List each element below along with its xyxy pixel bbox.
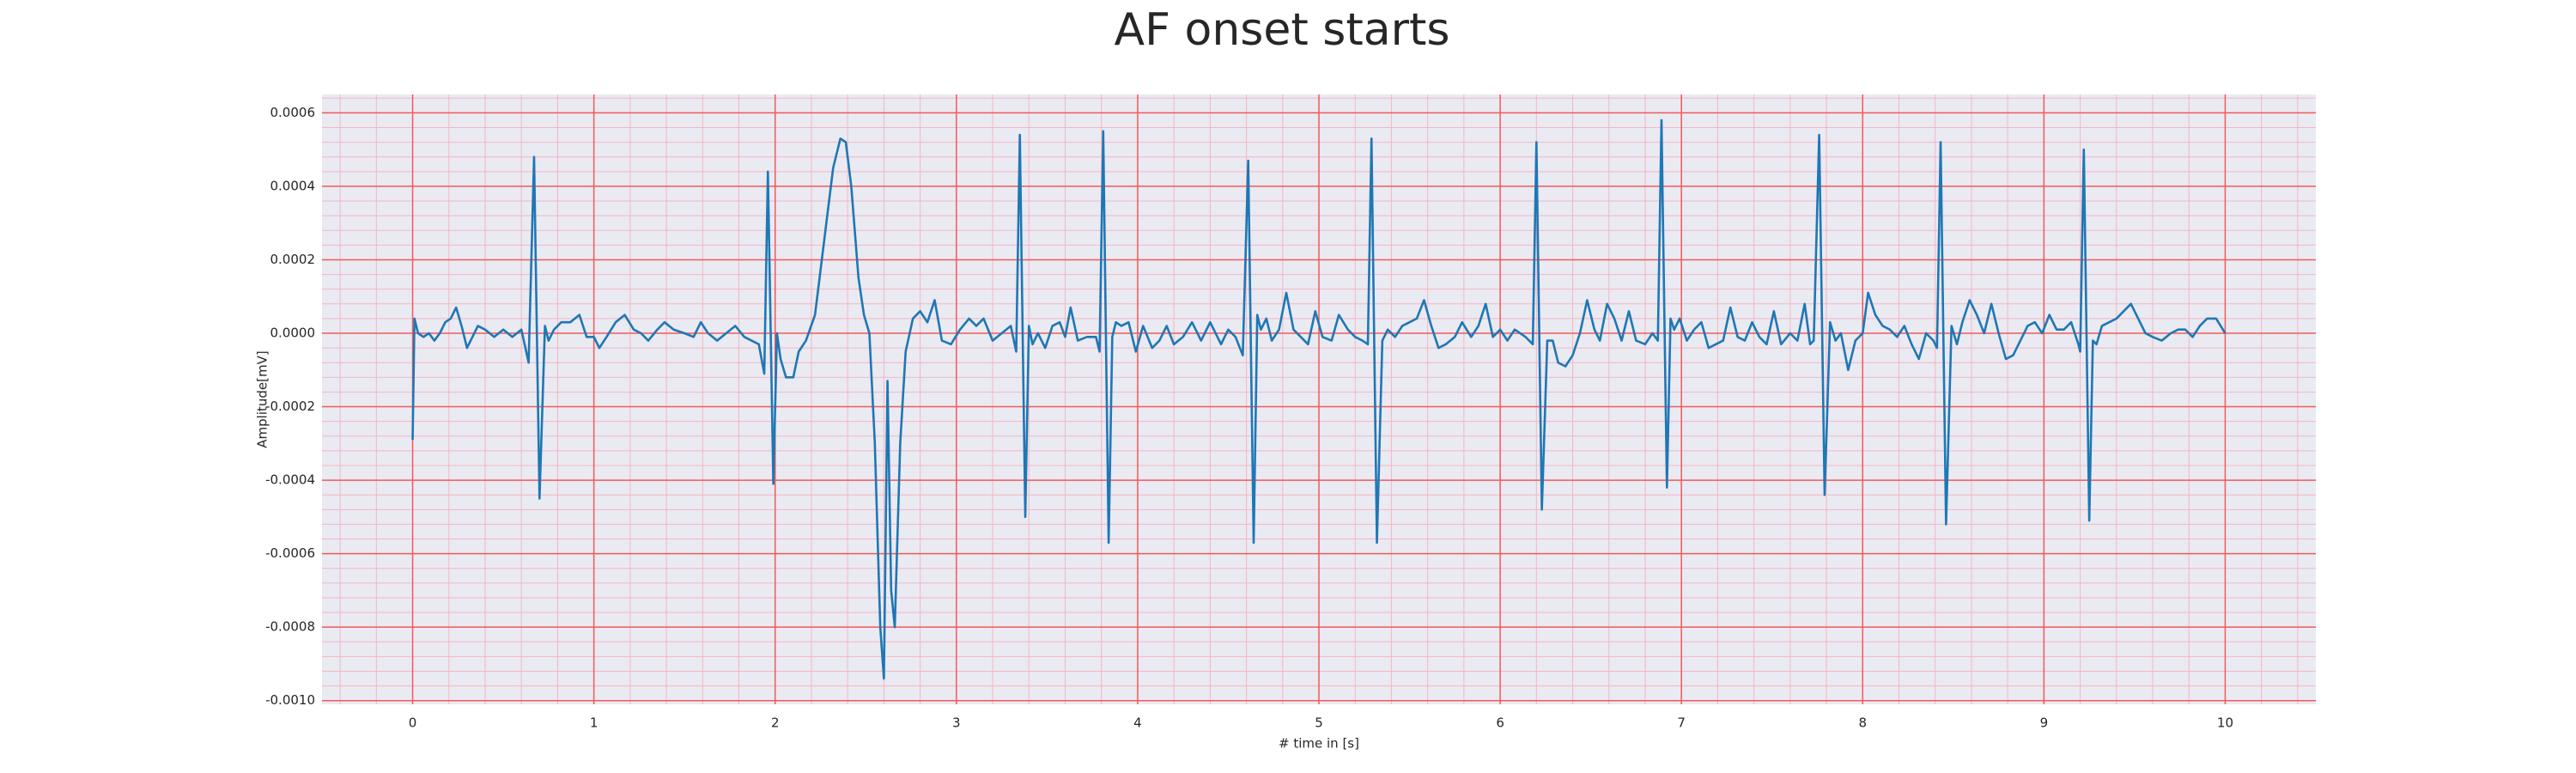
x-tick-label: 6	[1496, 715, 1504, 731]
signal-line	[411, 119, 2227, 680]
x-tick-label: 5	[1315, 715, 1323, 731]
chart-title: AF onset starts	[1115, 4, 1450, 56]
x-tick-label: 1	[590, 715, 598, 731]
x-tick-label: 10	[2217, 715, 2233, 731]
x-tick-label: 9	[2040, 715, 2049, 731]
x-tick-label: 2	[771, 715, 780, 731]
x-axis-label: # time in [s]	[1279, 736, 1359, 752]
y-axis-label: Amplitude[mV]	[255, 350, 270, 447]
x-tick-label: 4	[1133, 715, 1142, 731]
y-tick-label: 0.0000	[270, 326, 316, 341]
y-tick-label: -0.0002	[265, 399, 315, 414]
y-tick-label: -0.0010	[265, 692, 315, 708]
x-tick-label: 0	[409, 715, 417, 731]
x-tick-label: 8	[1858, 715, 1867, 731]
y-tick-label: 0.0004	[270, 178, 316, 193]
y-tick-label: -0.0004	[265, 472, 315, 488]
y-tick-label: 0.0006	[270, 105, 316, 120]
x-tick-label: 7	[1677, 715, 1686, 731]
y-tick-label: 0.0002	[270, 252, 316, 267]
x-tick-label: 3	[952, 715, 961, 731]
y-tick-label: -0.0006	[265, 545, 315, 561]
y-tick-label: -0.0008	[265, 619, 315, 635]
